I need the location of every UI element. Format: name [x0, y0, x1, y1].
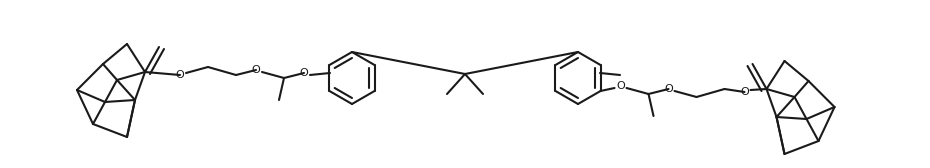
Text: O: O [740, 87, 749, 97]
Text: O: O [664, 84, 673, 94]
Text: O: O [617, 81, 625, 91]
Text: O: O [176, 70, 184, 80]
Text: O: O [252, 65, 260, 75]
Text: O: O [299, 68, 309, 78]
